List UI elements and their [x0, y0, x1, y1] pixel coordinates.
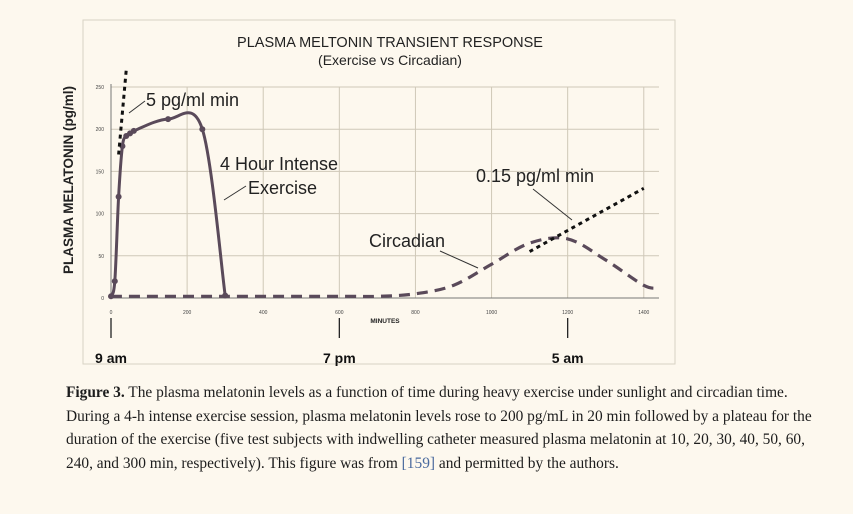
labels-layer: PLASMA MELTONIN TRANSIENT RESPONSE (Exer… [61, 35, 594, 325]
y-axis-label: PLASMA MELATONIN (pg/ml) [61, 86, 76, 274]
chart-panel [82, 19, 676, 365]
y-tick-label: 100 [96, 212, 105, 218]
time-mark-label: 5 am [552, 350, 584, 366]
leader-015pgml [532, 188, 573, 221]
time-mark-label: 9 am [95, 350, 127, 366]
y-tick-label: 250 [96, 85, 105, 91]
series-layer [108, 69, 660, 300]
y-tick-label: 0 [101, 296, 104, 302]
caption-text-end: and permitted by the authors. [435, 454, 619, 472]
caption-text: The plasma melatonin levels as a functio… [66, 384, 812, 472]
y-tick-label: 50 [98, 254, 104, 260]
data-point [199, 126, 206, 133]
axes: 0 50 100 150 200 250 0 200 400 600 800 1000 1200 1400… [95, 84, 659, 366]
data-point [130, 127, 137, 134]
annotation-circadian: Circadian [369, 231, 445, 251]
x-tick-label: 1400 [638, 310, 649, 316]
x-tick-label: 0 [110, 310, 113, 316]
annotation-5pgml: 5 pg/ml min [146, 90, 239, 110]
x-tick-label: 600 [335, 310, 344, 316]
figure-caption: Figure 3. The plasma melatonin levels as… [66, 381, 826, 475]
annotation-exercise-1: 4 Hour Intense [220, 154, 338, 174]
annotation-015pgml: 0.15 pg/ml min [476, 166, 594, 186]
x-tick-label: 400 [259, 310, 268, 316]
x-tick-label: 200 [183, 310, 192, 316]
y-tick-label: 200 [96, 127, 105, 133]
x-axis-label: MINUTES [370, 318, 400, 325]
chart-title: PLASMA MELTONIN TRANSIENT RESPONSE [237, 35, 543, 51]
caption-label: Figure 3. [66, 384, 125, 401]
annotation-exercise-2: Exercise [248, 178, 317, 198]
data-point [115, 193, 122, 200]
caption-reference-link[interactable]: [159] [401, 454, 436, 472]
series-line-rate-2 [117, 69, 128, 155]
leader-circadian [439, 250, 479, 269]
data-point [165, 116, 172, 123]
x-tick-label: 1200 [562, 310, 573, 316]
y-tick-label: 150 [96, 169, 105, 175]
x-tick-label: 1000 [486, 310, 497, 316]
time-mark-label: 7 pm [323, 350, 356, 366]
data-point [111, 278, 118, 285]
chart-subtitle: (Exercise vs Circadian) [318, 52, 462, 68]
leader-5pgml [128, 100, 146, 114]
x-tick-label: 800 [411, 310, 420, 316]
series-line-circadian [111, 236, 660, 299]
series-line-rate-3 [528, 186, 645, 253]
chart: 0 50 100 150 200 250 0 200 400 600 800 1000 1200 1400… [61, 19, 676, 366]
leader-exercise [223, 185, 247, 201]
